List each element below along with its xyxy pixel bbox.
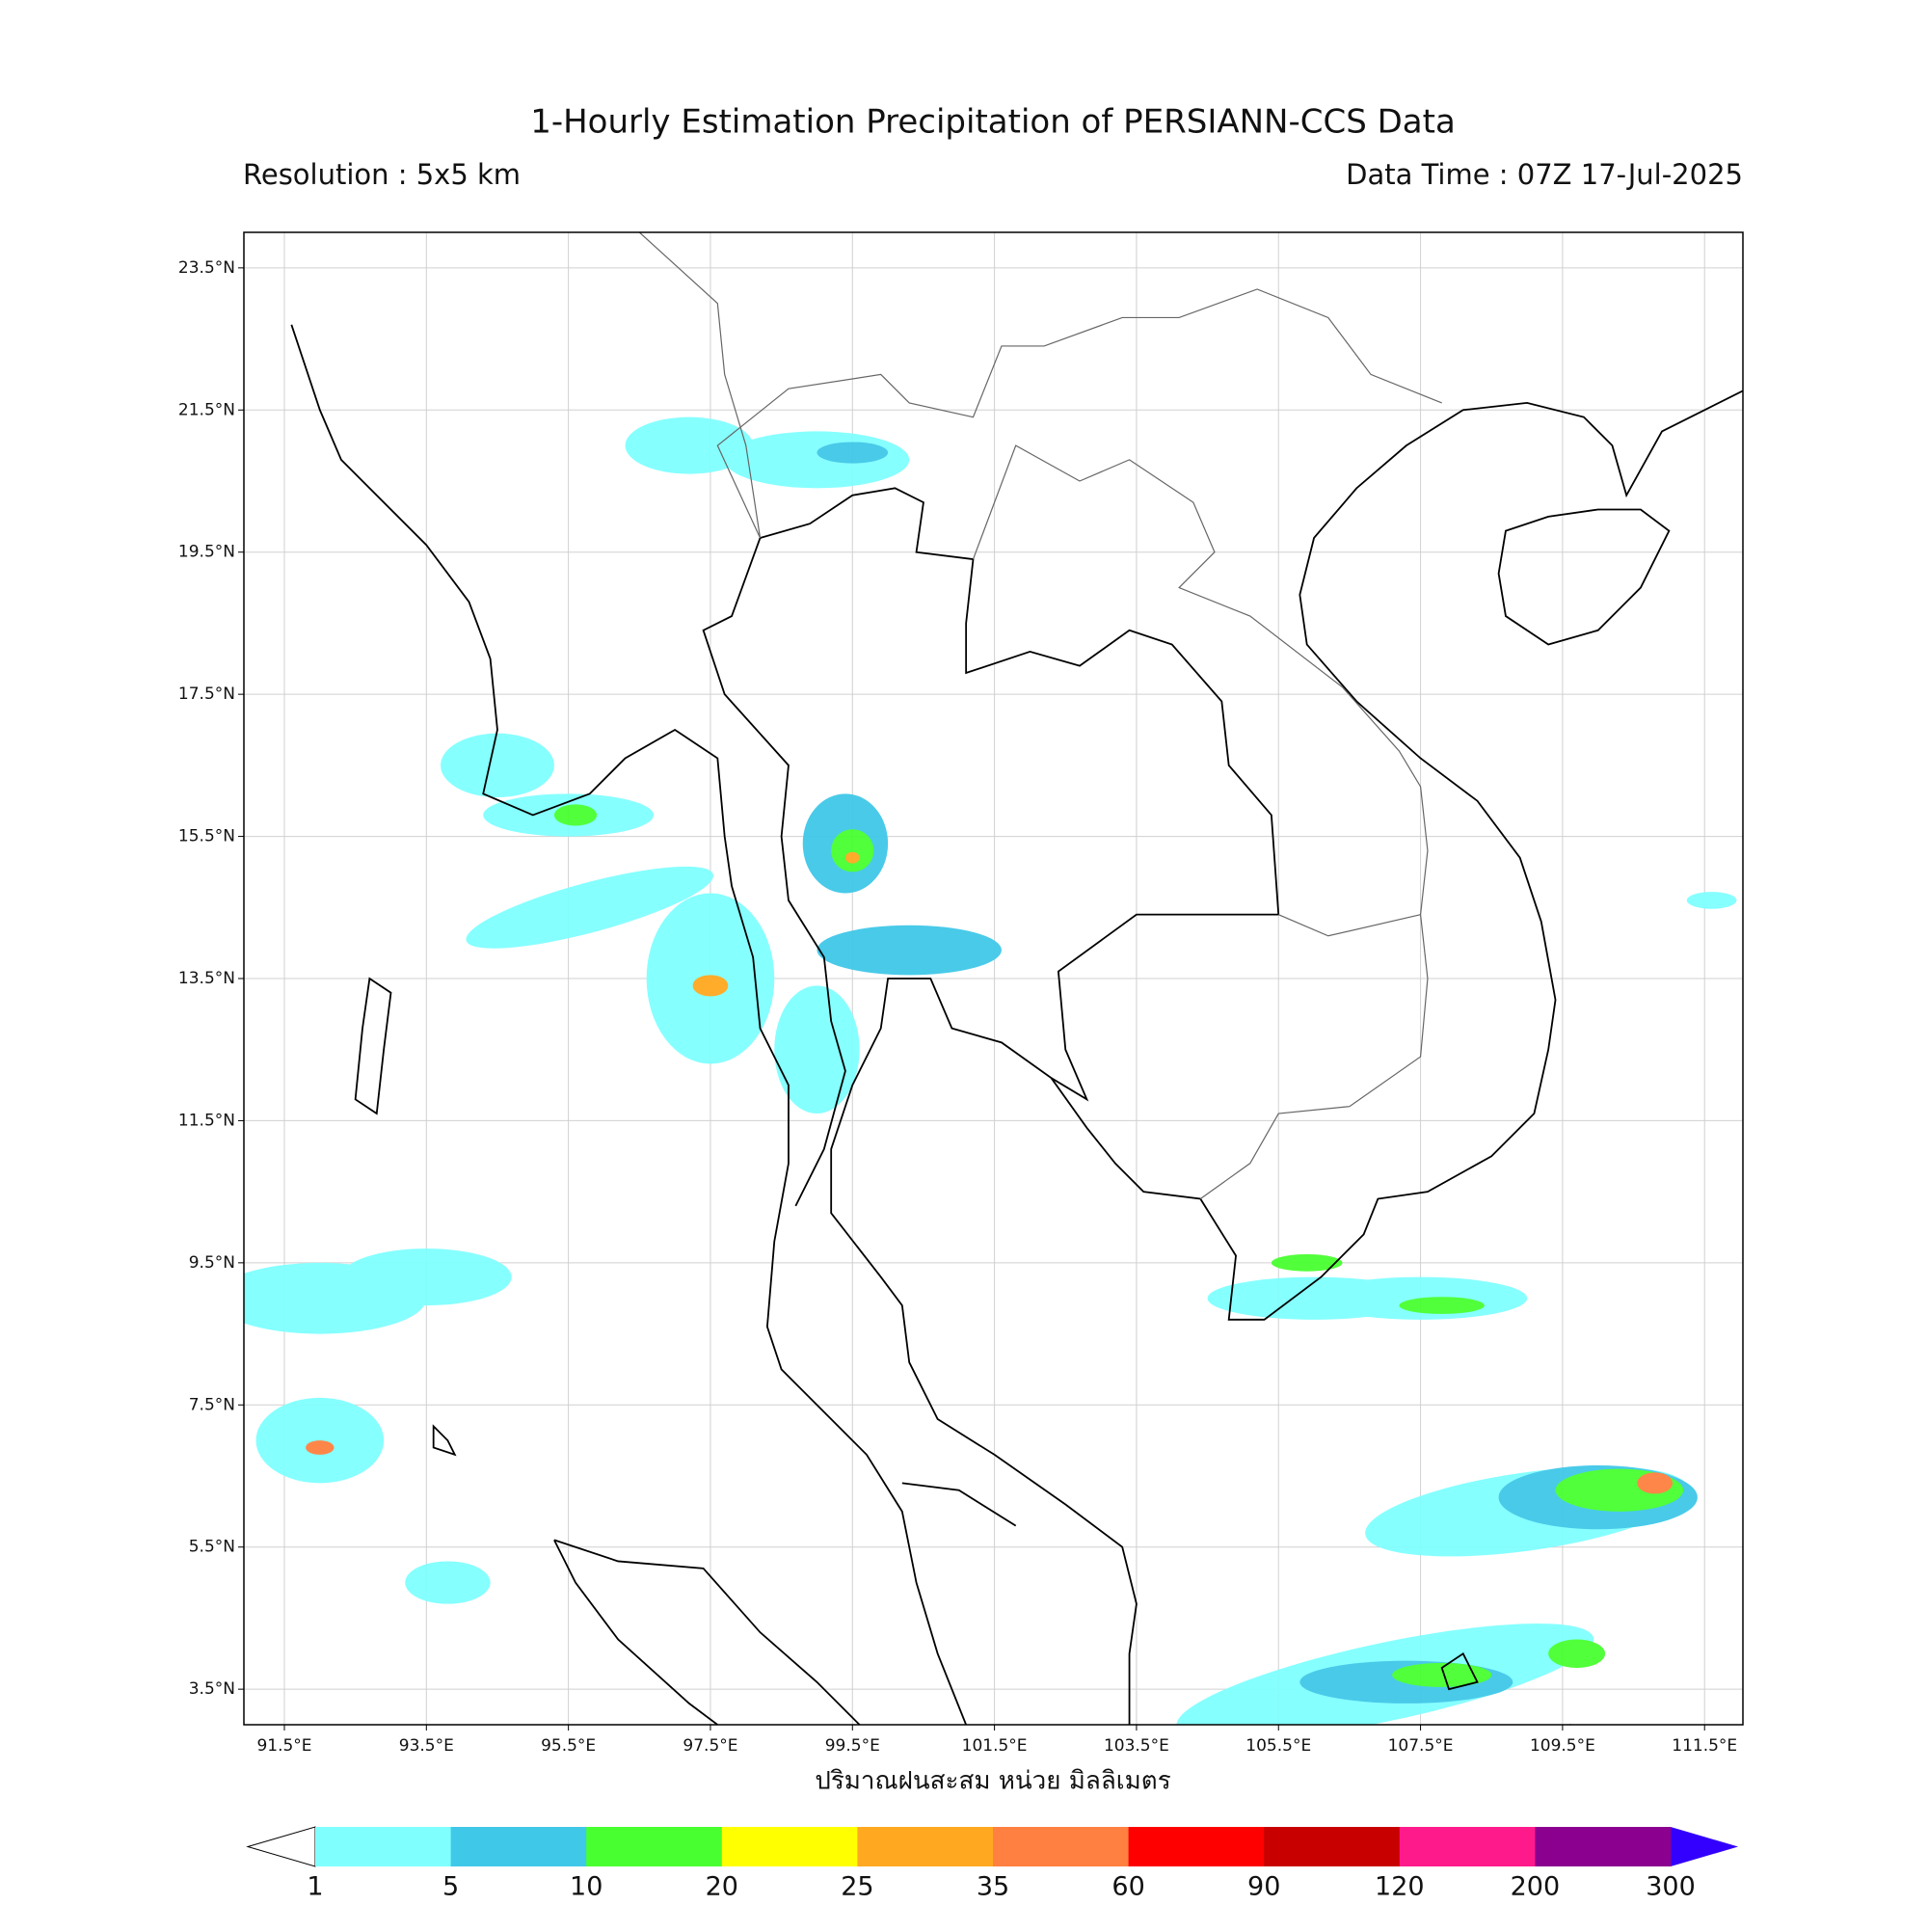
colorbar-label: 90 xyxy=(1247,1872,1280,1902)
x-axis-label: ปริมาณฝนสะสม หน่วย มิลลิเมตร xyxy=(815,1767,1170,1796)
resolution: Resolution : 5x5 km xyxy=(243,158,521,191)
colorbar-segment xyxy=(1264,1827,1401,1866)
x-tick-label: 103.5°E xyxy=(1104,1736,1169,1756)
y-tick-label: 15.5°N xyxy=(178,827,235,846)
x-tick-label: 105.5°E xyxy=(1245,1736,1311,1756)
rain xyxy=(1399,1297,1485,1314)
coastline xyxy=(1442,1653,1584,1728)
geo xyxy=(244,232,1747,1728)
rain xyxy=(1686,892,1737,909)
rain xyxy=(1637,1472,1674,1494)
x-tick-label: 107.5°E xyxy=(1388,1736,1454,1756)
rain-areas xyxy=(244,416,1737,1725)
y-tick-label: 3.5°N xyxy=(189,1679,235,1699)
colorbar-segment xyxy=(1128,1827,1265,1866)
axes: 91.5°E 93.5°E 95.5°E 97.5°E 99.5°E 101.5°E 103… xyxy=(178,258,1737,1756)
x-tick-label: 97.5°E xyxy=(683,1736,737,1756)
y-tick-label: 19.5°N xyxy=(178,543,235,562)
rain xyxy=(1271,1254,1343,1272)
colorbar-label: 60 xyxy=(1111,1872,1144,1902)
rain xyxy=(306,1440,335,1455)
rain xyxy=(340,1248,512,1306)
y-tick-label: 21.5°N xyxy=(178,400,235,419)
coastline xyxy=(356,979,455,1455)
thailand-border xyxy=(704,488,1279,1525)
colorbar-segment xyxy=(721,1827,858,1866)
y-tick-label: 17.5°N xyxy=(178,684,235,704)
x-tick-label: 99.5°E xyxy=(825,1736,880,1756)
colorbar-label: 1 xyxy=(307,1872,323,1902)
rain xyxy=(625,416,754,474)
rain xyxy=(831,829,874,872)
rain xyxy=(692,975,729,997)
y-tick-label: 5.5°N xyxy=(189,1538,235,1557)
colorbar-over xyxy=(1671,1827,1738,1866)
colorbar-label: 120 xyxy=(1375,1872,1425,1902)
x-tick-label: 95.5°E xyxy=(541,1736,596,1756)
coastline xyxy=(831,389,1747,1725)
colorbar-label: 200 xyxy=(1511,1872,1561,1902)
rain xyxy=(774,985,860,1114)
colorbar-label: 300 xyxy=(1646,1872,1696,1902)
rain xyxy=(466,866,713,949)
x-tick-label: 93.5°E xyxy=(399,1736,454,1756)
x-tick-label: 91.5°E xyxy=(256,1736,311,1756)
rain xyxy=(441,733,554,798)
map-frame xyxy=(243,231,1744,1726)
data-time: Data Time : 07Z 17-Jul-2025 xyxy=(1346,158,1743,191)
rain xyxy=(1392,1662,1492,1687)
colorbar-segment xyxy=(857,1827,994,1866)
rain xyxy=(405,1561,491,1604)
y-tick-label: 9.5°N xyxy=(189,1253,235,1273)
colorbar-label: 25 xyxy=(841,1872,873,1902)
title: 1-Hourly Estimation Precipitation of PER… xyxy=(530,103,1456,142)
colorbar-segment xyxy=(993,1827,1130,1866)
rain xyxy=(724,431,910,489)
colorbar-under xyxy=(246,1826,316,1867)
colorbar-segment xyxy=(1399,1827,1536,1866)
x-tick-label: 101.5°E xyxy=(962,1736,1028,1756)
colorbar-label: 20 xyxy=(706,1872,738,1902)
y-tick-label: 11.5°N xyxy=(178,1111,235,1130)
x-tick-label: 109.5°E xyxy=(1530,1736,1595,1756)
y-tick-label: 23.5°N xyxy=(178,258,235,278)
colorbar-segment xyxy=(315,1827,452,1866)
rain xyxy=(844,851,860,864)
colorbar-segment xyxy=(586,1827,723,1866)
colorbar-label: 10 xyxy=(570,1872,602,1902)
y-tick-label: 7.5°N xyxy=(189,1395,235,1414)
country-border xyxy=(639,232,1441,1199)
colorbar-label: 35 xyxy=(977,1872,1009,1902)
colorbar-segment xyxy=(450,1827,587,1866)
x-tick-label: 111.5°E xyxy=(1672,1736,1737,1756)
rain xyxy=(1548,1639,1606,1669)
rain xyxy=(817,925,1002,976)
colorbar-label: 5 xyxy=(442,1872,459,1902)
coastline xyxy=(554,1540,860,1725)
rain xyxy=(817,442,889,464)
coastline xyxy=(291,325,966,1725)
colorbar-segment xyxy=(1535,1827,1672,1866)
rain xyxy=(553,804,598,826)
map-layer xyxy=(244,232,1747,1728)
y-tick-label: 13.5°N xyxy=(178,969,235,988)
colorbar: 1 5 10 20 25 35 60 90 120 200 300 xyxy=(246,1826,1738,1902)
coastline xyxy=(1499,509,1670,644)
